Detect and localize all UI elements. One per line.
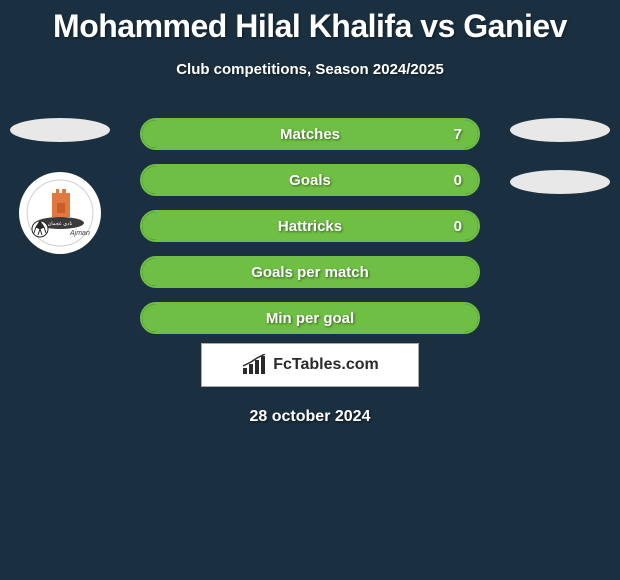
stats-column: Matches 7 Goals 0 Hattricks 0 Goals per … [140, 118, 480, 348]
stat-value: 0 [454, 218, 462, 235]
stat-value: 0 [454, 172, 462, 189]
player-left-column: نادي عجمان Ajman [10, 118, 110, 254]
stat-row-goals-per-match: Goals per match [140, 256, 480, 288]
page-title: Mohammed Hilal Khalifa vs Ganiev [0, 0, 620, 45]
player-right-name-ellipse [510, 118, 610, 142]
stat-label: Hattricks [278, 218, 342, 235]
season-subtitle: Club competitions, Season 2024/2025 [0, 61, 620, 78]
stat-label: Matches [280, 126, 340, 143]
player-right-column [510, 118, 610, 222]
stat-row-hattricks: Hattricks 0 [140, 210, 480, 242]
player-left-club-badge: نادي عجمان Ajman [19, 172, 101, 254]
stat-label: Goals per match [251, 264, 369, 281]
stat-row-goals: Goals 0 [140, 164, 480, 196]
stat-value: 7 [454, 126, 462, 143]
svg-text:نادي عجمان: نادي عجمان [48, 221, 73, 227]
svg-text:Ajman: Ajman [69, 230, 90, 237]
brand-text: FcTables.com [273, 356, 379, 374]
snapshot-date: 28 october 2024 [0, 408, 620, 426]
stat-label: Goals [289, 172, 331, 189]
bar-chart-icon [241, 354, 267, 376]
stat-row-matches: Matches 7 [140, 118, 480, 150]
player-right-club-ellipse [510, 170, 610, 194]
ajman-club-icon: نادي عجمان Ajman [26, 179, 94, 247]
stat-row-min-per-goal: Min per goal [140, 302, 480, 334]
stat-label: Min per goal [266, 310, 354, 327]
brand-attribution: FcTables.com [201, 343, 419, 387]
player-left-name-ellipse [10, 118, 110, 142]
